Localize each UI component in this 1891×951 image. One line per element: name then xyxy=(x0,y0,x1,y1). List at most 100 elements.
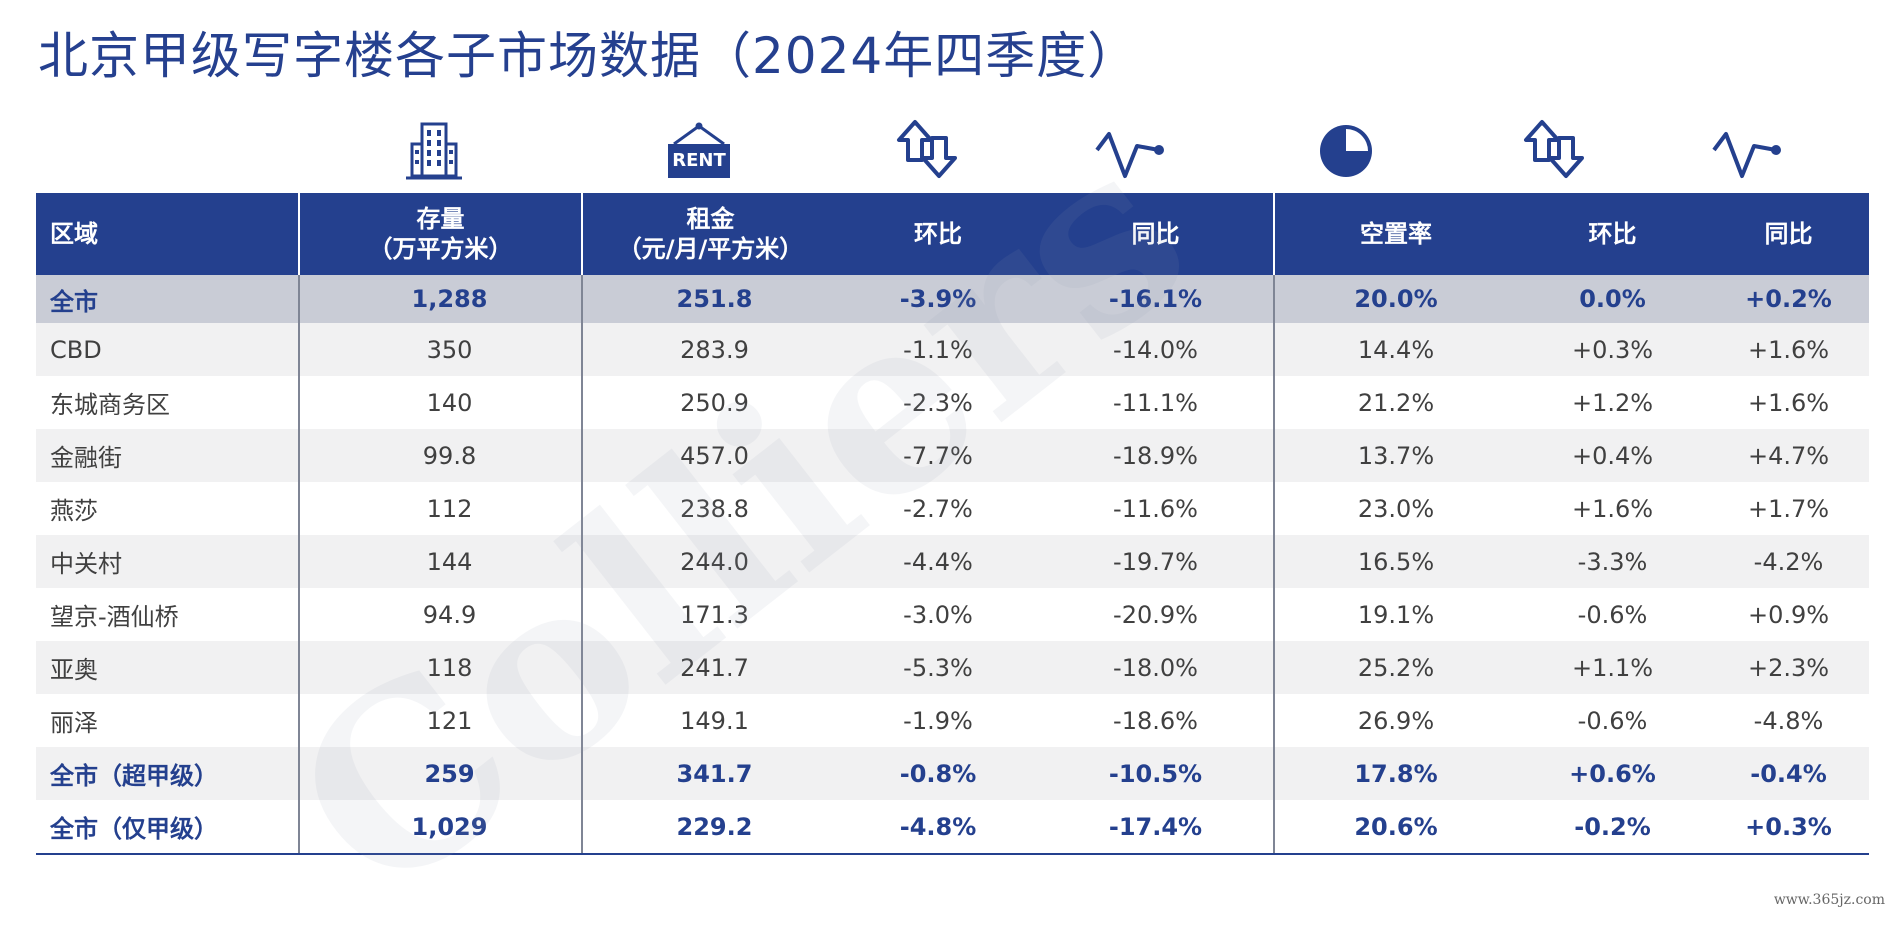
cell-rent: 229.2 xyxy=(581,800,838,855)
cell-rent-qoq: -1.1% xyxy=(838,323,1038,376)
cell-stock: 118 xyxy=(298,641,582,694)
cell-stock: 112 xyxy=(298,482,582,535)
cell-rent: 250.9 xyxy=(581,376,838,429)
cell-vacancy-yoy: +2.3% xyxy=(1708,641,1869,694)
cell-stock: 140 xyxy=(298,376,582,429)
cell-vacancy-qoq: -0.2% xyxy=(1517,800,1708,855)
table-row: 东城商务区 140 250.9 -2.3% -11.1% 21.2% +1.2% +1.6% xyxy=(36,376,1869,429)
cell-vacancy-qoq: +1.6% xyxy=(1517,482,1708,535)
table-row: 金融街 99.8 457.0 -7.7% -18.9% 13.7% +0.4% +4.7% xyxy=(36,429,1869,482)
cell-vacancy-yoy: +1.6% xyxy=(1708,376,1869,429)
cell-rent-qoq: -4.4% xyxy=(838,535,1038,588)
trend-line-icon xyxy=(1712,132,1781,178)
cell-rent: 251.8 xyxy=(581,275,838,323)
cell-vacancy-qoq: +0.4% xyxy=(1517,429,1708,482)
cell-vacancy-qoq: +0.6% xyxy=(1517,747,1708,800)
cell-vacancy: 19.1% xyxy=(1273,588,1517,641)
cell-area: 全市 xyxy=(36,275,299,323)
header-stock-unit: （万平方米） xyxy=(368,235,513,263)
header-rent-yoy: 同比 xyxy=(1038,193,1274,275)
cell-vacancy-qoq: -3.3% xyxy=(1517,535,1708,588)
cell-vacancy-qoq: +1.2% xyxy=(1517,376,1708,429)
cell-vacancy: 13.7% xyxy=(1273,429,1517,482)
cell-vacancy-qoq: +1.1% xyxy=(1517,641,1708,694)
cell-rent-yoy: -16.1% xyxy=(1038,275,1274,323)
cell-rent-yoy: -14.0% xyxy=(1038,323,1274,376)
cell-rent: 241.7 xyxy=(581,641,838,694)
cell-area: 金融街 xyxy=(36,429,299,482)
header-stock-label: 存量 xyxy=(416,205,465,233)
cell-vacancy: 20.6% xyxy=(1273,800,1517,855)
cell-rent-yoy: -17.4% xyxy=(1038,800,1274,855)
header-stock: 存量 （万平方米） xyxy=(298,193,582,275)
cell-vacancy: 20.0% xyxy=(1273,275,1517,323)
cell-area: 全市（仅甲级） xyxy=(36,800,299,855)
cell-stock: 1,288 xyxy=(298,275,582,323)
cell-stock: 121 xyxy=(298,694,582,747)
cell-rent-yoy: -18.0% xyxy=(1038,641,1274,694)
header-vacancy-yoy: 同比 xyxy=(1708,193,1869,275)
cell-vacancy-yoy: +1.7% xyxy=(1708,482,1869,535)
table-row: 丽泽 121 149.1 -1.9% -18.6% 26.9% -0.6% -4.8% xyxy=(36,694,1869,747)
cell-vacancy-qoq: 0.0% xyxy=(1517,275,1708,323)
cell-rent-yoy: -19.7% xyxy=(1038,535,1274,588)
cell-rent-yoy: -18.6% xyxy=(1038,694,1274,747)
table-row: CBD 350 283.9 -1.1% -14.0% 14.4% +0.3% +1.6% xyxy=(36,323,1869,376)
cell-rent: 283.9 xyxy=(581,323,838,376)
cell-vacancy: 23.0% xyxy=(1273,482,1517,535)
cell-rent-yoy: -18.9% xyxy=(1038,429,1274,482)
cell-rent-qoq: -7.7% xyxy=(838,429,1038,482)
cell-stock: 350 xyxy=(298,323,582,376)
cell-area: CBD xyxy=(36,323,299,376)
cell-rent-yoy: -11.6% xyxy=(1038,482,1274,535)
pie-chart-icon xyxy=(1320,125,1372,177)
table-row: 亚奥 118 241.7 -5.3% -18.0% 25.2% +1.1% +2.3% xyxy=(36,641,1869,694)
cell-rent-qoq: -1.9% xyxy=(838,694,1038,747)
table-row: 全市（仅甲级） 1,029 229.2 -4.8% -17.4% 20.6% -0.2% +0… xyxy=(36,800,1869,855)
cell-stock: 94.9 xyxy=(298,588,582,641)
cell-rent: 171.3 xyxy=(581,588,838,641)
cell-vacancy-yoy: +1.6% xyxy=(1708,323,1869,376)
source-mark: www.365jz.com xyxy=(1773,892,1885,908)
cell-stock: 259 xyxy=(298,747,582,800)
cell-rent-yoy: -10.5% xyxy=(1038,747,1274,800)
cell-rent-yoy: -20.9% xyxy=(1038,588,1274,641)
trend-line-icon xyxy=(1095,132,1164,178)
cell-rent-qoq: -3.9% xyxy=(838,275,1038,323)
cell-stock: 99.8 xyxy=(298,429,582,482)
table-row: 全市（超甲级） 259 341.7 -0.8% -10.5% 17.8% +0.6% -0.4… xyxy=(36,747,1869,800)
cell-vacancy-qoq: -0.6% xyxy=(1517,588,1708,641)
cell-vacancy: 14.4% xyxy=(1273,323,1517,376)
cell-vacancy-yoy: -4.2% xyxy=(1708,535,1869,588)
cell-rent-qoq: -4.8% xyxy=(838,800,1038,855)
cell-rent: 149.1 xyxy=(581,694,838,747)
cell-vacancy-yoy: +0.2% xyxy=(1708,275,1869,323)
cell-rent-qoq: -5.3% xyxy=(838,641,1038,694)
table-row-total: 全市 1,288 251.8 -3.9% -16.1% 20.0% 0.0% +0.2% xyxy=(36,275,1869,323)
cell-area: 亚奥 xyxy=(36,641,299,694)
cell-vacancy-yoy: -4.8% xyxy=(1708,694,1869,747)
cell-rent-yoy: -11.1% xyxy=(1038,376,1274,429)
cell-rent-qoq: -0.8% xyxy=(838,747,1038,800)
up-down-arrows-icon xyxy=(1524,120,1584,178)
cell-vacancy-yoy: +0.3% xyxy=(1708,800,1869,855)
cell-area: 燕莎 xyxy=(36,482,299,535)
cell-rent: 244.0 xyxy=(581,535,838,588)
cell-rent: 457.0 xyxy=(581,429,838,482)
header-area: 区域 xyxy=(36,193,299,275)
cell-area: 丽泽 xyxy=(36,694,299,747)
cell-vacancy-qoq: +0.3% xyxy=(1517,323,1708,376)
cell-rent-qoq: -2.7% xyxy=(838,482,1038,535)
header-rent-label: 租金 xyxy=(686,205,735,233)
up-down-arrows-icon xyxy=(897,120,957,178)
cell-rent-qoq: -3.0% xyxy=(838,588,1038,641)
cell-stock: 144 xyxy=(298,535,582,588)
office-building-icon xyxy=(406,122,462,180)
table-row: 燕莎 112 238.8 -2.7% -11.6% 23.0% +1.6% +1.7% xyxy=(36,482,1869,535)
cell-vacancy: 26.9% xyxy=(1273,694,1517,747)
cell-rent: 238.8 xyxy=(581,482,838,535)
cell-vacancy: 25.2% xyxy=(1273,641,1517,694)
cell-vacancy-yoy: +0.9% xyxy=(1708,588,1869,641)
cell-area: 望京-酒仙桥 xyxy=(36,588,299,641)
table-row: 望京-酒仙桥 94.9 171.3 -3.0% -20.9% 19.1% -0.6% +0.9… xyxy=(36,588,1869,641)
